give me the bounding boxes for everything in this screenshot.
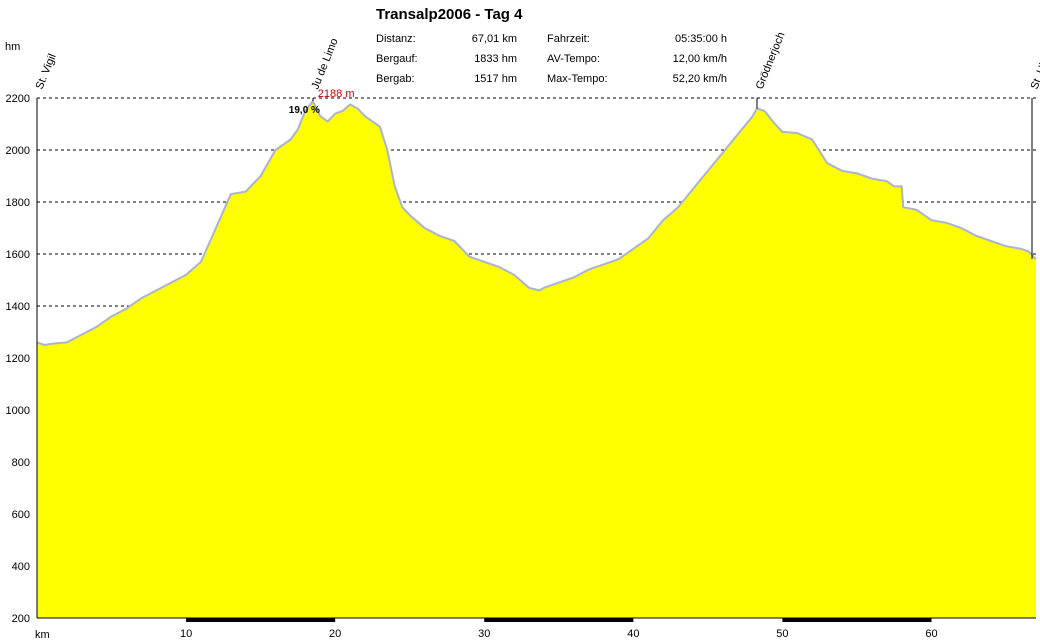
x-axis-band-50 <box>782 618 932 622</box>
stat-maxspeed-label: Max-Tempo: <box>547 73 608 85</box>
waypoint-label-0: St. Vigil <box>34 52 59 91</box>
y-tick-label-1800: 1800 <box>6 197 30 209</box>
x-unit-label: km <box>35 629 50 641</box>
stat-maxspeed-value: 52,20 km/h <box>673 73 727 85</box>
y-tick-label-600: 600 <box>12 509 30 521</box>
y-tick-label-2000: 2000 <box>6 145 30 157</box>
max-grade-label: 19,0 % <box>289 105 320 116</box>
stat-distance-value: 67,01 km <box>472 33 517 45</box>
waypoint-label-2: Grödnerjoch <box>754 30 788 91</box>
y-tick-label-1400: 1400 <box>6 301 30 313</box>
x-tick-label-50: 50 <box>776 628 788 640</box>
elevation-area <box>37 101 1036 619</box>
y-tick-label-400: 400 <box>12 561 30 573</box>
stat-descent-label: Bergab: <box>376 73 415 85</box>
stat-ridetime-label: Fahrzeit: <box>547 33 590 45</box>
elevation-area-layer <box>36 99 1037 619</box>
x-tick-label-40: 40 <box>627 628 639 640</box>
stats-panel: Distanz: 67,01 km Bergauf: 1833 hm Berga… <box>376 33 727 85</box>
max-elevation-label: 2188 m <box>318 88 355 100</box>
stat-ascent-value: 1833 hm <box>474 53 517 65</box>
stat-distance-label: Distanz: <box>376 33 416 45</box>
y-tick-label-200: 200 <box>12 613 30 625</box>
y-unit-label: hm <box>5 41 20 53</box>
y-tick-label-1600: 1600 <box>6 249 30 261</box>
x-tick-label-10: 10 <box>180 628 192 640</box>
x-tick-label-60: 60 <box>925 628 937 640</box>
x-axis-band-30 <box>484 618 634 622</box>
x-tick-label-20: 20 <box>329 628 341 640</box>
x-tick-label-30: 30 <box>478 628 490 640</box>
stat-ridetime-value: 05:35:00 h <box>675 33 727 45</box>
y-tick-label-2200: 2200 <box>6 93 30 105</box>
chart-title: Transalp2006 - Tag 4 <box>376 6 523 23</box>
stat-ascent-label: Bergauf: <box>376 53 418 65</box>
elevation-line <box>36 99 1037 347</box>
y-tick-label-1000: 1000 <box>6 405 30 417</box>
waypoint-label-3: St. Ulrich <box>1029 45 1040 91</box>
stat-avgspeed-value: 12,00 km/h <box>673 53 727 65</box>
stat-descent-value: 1517 hm <box>474 73 517 85</box>
y-tick-label-800: 800 <box>12 457 30 469</box>
tick-labels: 200 400 600 800 1000 1200 1400 1600 1800 2000 2200… <box>6 93 938 640</box>
x-axis-band-10 <box>186 618 336 622</box>
stat-avgspeed-label: AV-Tempo: <box>547 53 600 65</box>
waypoint-label-1: Ju de Limo <box>309 37 340 91</box>
y-tick-label-1200: 1200 <box>6 353 30 365</box>
